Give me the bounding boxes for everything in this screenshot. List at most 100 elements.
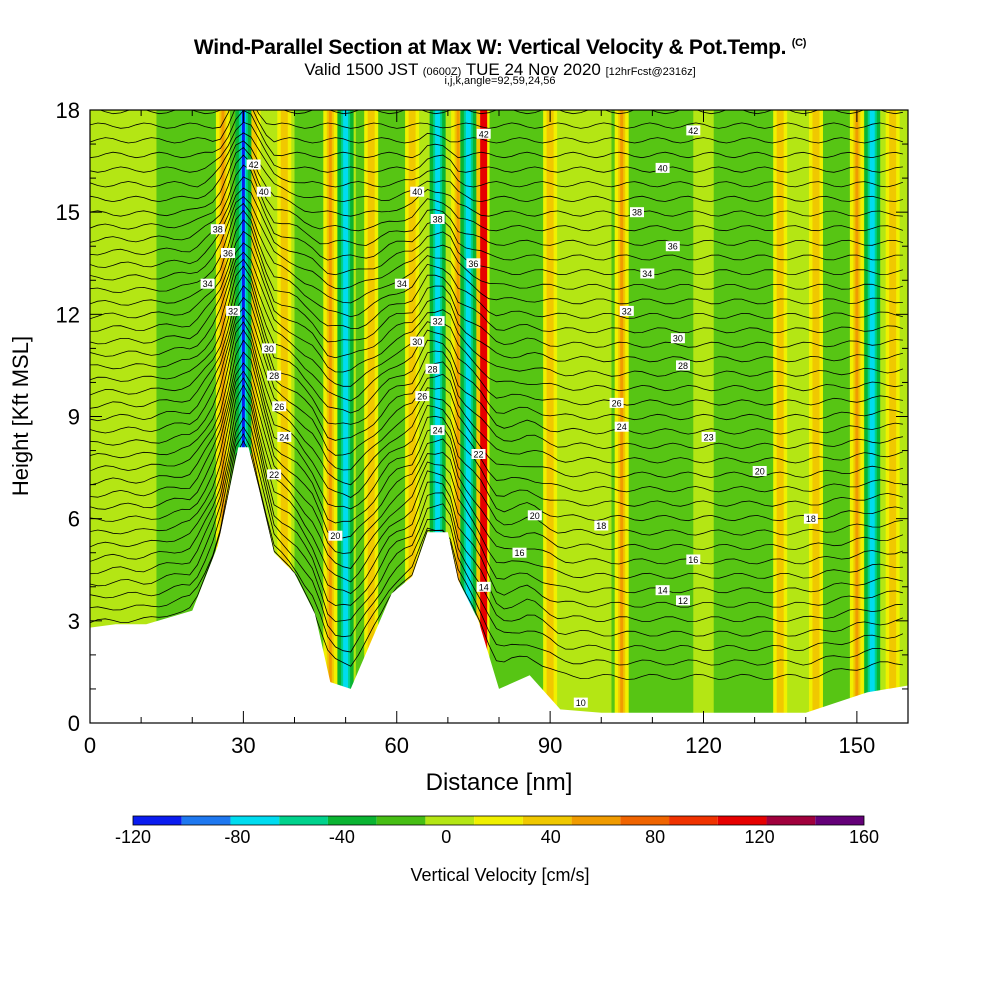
theta-label-box (676, 360, 690, 371)
theta-contour-line (90, 196, 904, 290)
strong-updraft-core (480, 110, 488, 723)
downdraft-core (465, 110, 471, 723)
theta-contour-line (90, 242, 904, 363)
colorbar-swatch (474, 816, 523, 825)
theta-label: 20 (328, 530, 343, 541)
chart-title: Wind-Parallel Section at Max W: Vertical… (0, 36, 1000, 60)
colorbar-swatch (133, 816, 182, 825)
theta-label-box (272, 401, 287, 412)
theta-contour-line (90, 187, 904, 276)
colorbar-frame (132, 815, 865, 826)
theta-label-box (655, 585, 670, 596)
theta-label: 14 (655, 585, 670, 596)
updraft-core (546, 110, 554, 723)
y-axis-label: Height [Kft MSL] (8, 336, 33, 496)
theta-label-box (226, 305, 241, 316)
theta-contour-line (90, 110, 903, 129)
theta-label-box (686, 554, 701, 565)
theta-label: 38 (210, 224, 225, 235)
theta-label-box (267, 370, 282, 381)
theta-label-text: 16 (514, 548, 524, 558)
theta-contour-line (90, 314, 904, 478)
theta-label-box (701, 431, 716, 442)
theta-label-text: 40 (412, 187, 422, 197)
theta-label-text: 18 (596, 521, 606, 531)
theta-label: 32 (226, 305, 241, 316)
theta-contour-line (90, 296, 903, 450)
theta-label-box (527, 510, 542, 521)
updraft-peak (328, 110, 332, 723)
theta-label-box (614, 421, 629, 432)
section-indices-text: i,j,k,angle=92,59,24,56 (444, 75, 556, 87)
theta-label-box (670, 333, 685, 344)
chart-subtitle: Valid 1500 JST (0600Z) TUE 24 Nov 2020 [… (0, 60, 1000, 80)
updraft-core (889, 110, 897, 723)
theta-label: 18 (803, 513, 818, 524)
theta-contour-line (90, 384, 903, 594)
theta-label-box (246, 159, 261, 170)
theta-label-box (277, 431, 292, 442)
theta-label-box (410, 336, 425, 347)
strong-downdraft-core (241, 110, 245, 723)
theta-label-text: 34 (642, 269, 652, 279)
colorbar-swatch (376, 816, 426, 825)
x-tick-label: 90 (538, 733, 562, 758)
theta-label: 38 (630, 207, 644, 218)
x-tick-label: 120 (685, 733, 722, 758)
theta-label-box (573, 697, 588, 708)
x-axis-label: Distance [nm] (426, 769, 573, 796)
colorbar-swatch (230, 816, 280, 825)
theta-label-text: 42 (688, 126, 698, 136)
theta-label: 16 (686, 554, 701, 565)
theta-contour-line (90, 285, 903, 435)
theta-label: 24 (614, 421, 629, 432)
theta-label: 12 (676, 595, 690, 606)
valid-time: Valid 1500 JST (304, 60, 419, 79)
theta-label-box (256, 186, 271, 197)
theta-label-box (803, 513, 818, 524)
theta-label-text: 36 (668, 242, 678, 252)
theta-label-text: 10 (576, 698, 586, 708)
theta-contour-line (90, 230, 903, 348)
theta-label: 24 (430, 425, 445, 436)
theta-contour-line (90, 417, 904, 637)
y-tick-label: 12 (56, 302, 80, 327)
theta-label: 30 (410, 336, 425, 347)
theta-label-text: 20 (530, 511, 540, 521)
x-tick-label: 30 (231, 733, 255, 758)
theta-label: 26 (415, 391, 430, 402)
theta-label-box (665, 241, 680, 252)
theta-contour-line (90, 110, 903, 159)
terrain (90, 447, 908, 723)
x-tick-label: 0 (84, 733, 96, 758)
theta-label: 34 (640, 268, 655, 279)
theta-label-text: 14 (479, 582, 489, 592)
theta-label-text: 30 (673, 334, 683, 344)
updraft-core (367, 110, 375, 723)
theta-label: 42 (686, 125, 701, 136)
theta-label-text: 16 (688, 555, 698, 565)
theta-label-box (640, 268, 655, 279)
theta-label: 40 (256, 186, 271, 197)
theta-label-box (655, 162, 670, 173)
updraft-core (812, 110, 820, 723)
theta-label-text: 14 (658, 586, 668, 596)
colorbar-swatch (620, 816, 670, 825)
plot-area: 42 40 38 36 34 32 30 28 26 24 22 20 42 40 38 36 34 32 30 28… (90, 110, 908, 723)
theta-label-box (512, 547, 527, 558)
theta-label-box (410, 186, 425, 197)
colorbar-swatch (669, 816, 718, 825)
theta-label: 28 (676, 360, 690, 371)
theta-label-text: 12 (678, 596, 688, 606)
y-tick-label: 15 (56, 200, 80, 225)
theta-label-box (676, 595, 690, 606)
theta-label: 38 (430, 214, 445, 225)
colorbar-swatch (425, 816, 475, 825)
section-indices: i,j,k,angle=92,59,24,56 (0, 75, 1000, 87)
theta-label-text: 42 (249, 160, 259, 170)
theta-label-box (630, 207, 644, 218)
theta-contour-line (90, 274, 904, 421)
theta-label-text: 32 (622, 306, 632, 316)
updraft-core (776, 110, 784, 723)
